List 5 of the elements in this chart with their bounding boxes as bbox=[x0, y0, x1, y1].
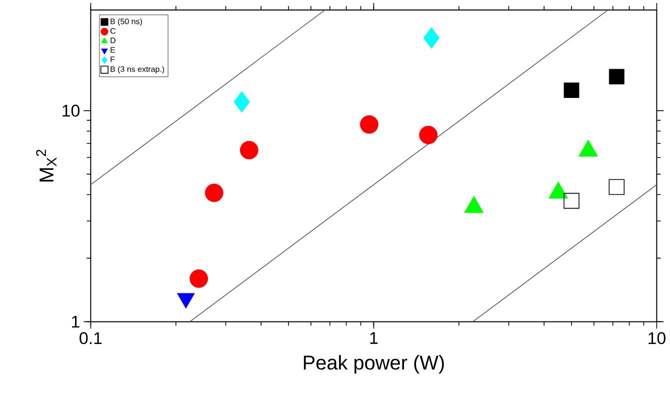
x-axis-title: Peak power (W) bbox=[304, 355, 444, 374]
x-tick-label: 10 bbox=[648, 332, 666, 344]
x-tick-label: 1 bbox=[370, 332, 378, 344]
x-tick-label: 0.1 bbox=[80, 332, 102, 344]
y-axis-title: M$_{X}$2 bbox=[36, 150, 56, 182]
